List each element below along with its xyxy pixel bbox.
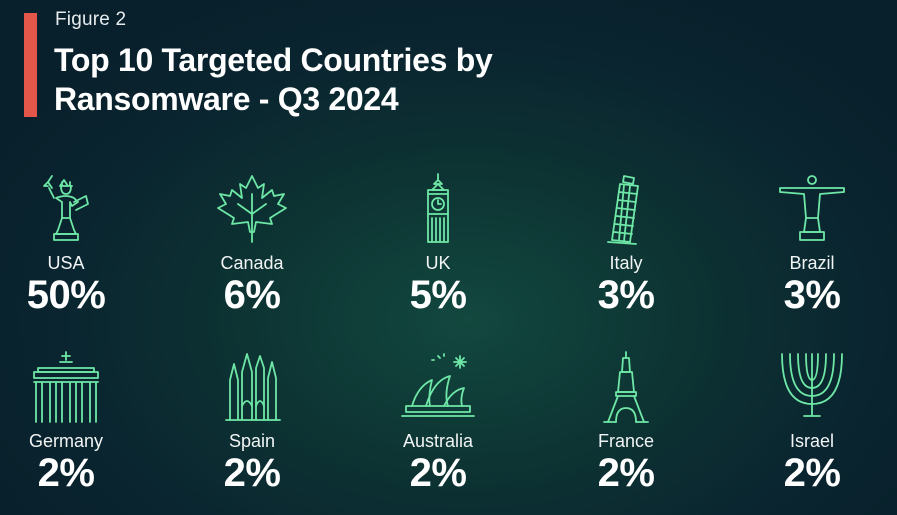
percent-value: 3%	[597, 273, 655, 317]
percent-value: 2%	[409, 451, 467, 495]
statue-of-liberty-icon	[26, 172, 106, 252]
percent-value: 2%	[597, 451, 655, 495]
maple-leaf-icon	[212, 172, 292, 252]
big-ben-icon	[398, 172, 478, 252]
christ-redeemer-icon	[772, 172, 852, 252]
country-label: Canada	[220, 253, 284, 273]
eiffel-tower-icon	[586, 350, 666, 430]
accent-bar	[24, 13, 37, 117]
country-item-spain: Spain 2%	[172, 350, 332, 494]
country-item-brazil: Brazil 3%	[732, 172, 892, 316]
percent-value: 6%	[223, 273, 281, 317]
country-label: USA	[47, 253, 85, 273]
country-item-usa: USA 50%	[0, 172, 146, 316]
country-label: Italy	[609, 253, 643, 273]
country-item-france: France 2%	[546, 350, 706, 494]
country-item-australia: Australia 2%	[358, 350, 518, 494]
opera-house-icon	[398, 350, 478, 430]
country-item-israel: Israel 2%	[732, 350, 892, 494]
country-label: Brazil	[789, 253, 835, 273]
chart-title: Top 10 Targeted Countries by Ransomware …	[54, 42, 493, 117]
country-item-italy: Italy 3%	[546, 172, 706, 316]
country-item-uk: UK 5%	[358, 172, 518, 316]
country-item-germany: Germany 2%	[0, 350, 146, 494]
country-label: Germany	[28, 431, 104, 451]
percent-value: 2%	[37, 451, 95, 495]
country-label: Israel	[789, 431, 834, 451]
country-label: Australia	[402, 431, 474, 451]
sagrada-familia-icon	[212, 350, 292, 430]
country-item-canada: Canada 6%	[172, 172, 332, 316]
leaning-tower-icon	[586, 172, 666, 252]
country-label: Spain	[228, 431, 276, 451]
percent-value: 2%	[223, 451, 281, 495]
percent-value: 5%	[409, 273, 467, 317]
percent-value: 50%	[26, 273, 106, 317]
percent-value: 3%	[783, 273, 841, 317]
percent-value: 2%	[783, 451, 841, 495]
figure-label: Figure 2	[55, 9, 127, 30]
brandenburg-gate-icon	[26, 350, 106, 430]
country-label: UK	[425, 253, 451, 273]
menorah-icon	[772, 350, 852, 430]
country-label: France	[597, 431, 655, 451]
